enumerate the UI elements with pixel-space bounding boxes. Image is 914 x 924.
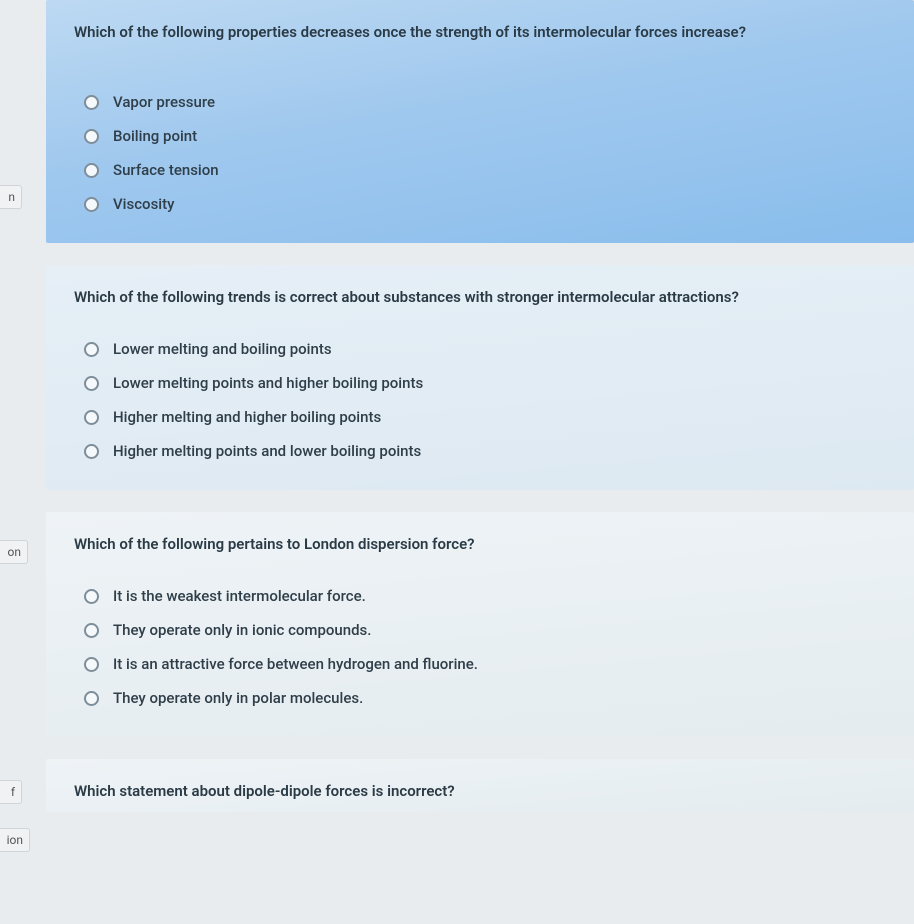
question-prompt: Which of the following trends is correct… bbox=[74, 287, 886, 308]
radio-icon[interactable] bbox=[84, 657, 99, 672]
question-card: Which of the following trends is correct… bbox=[46, 265, 914, 490]
sidebar-tab-fragment[interactable]: f bbox=[0, 780, 22, 804]
quiz-content: Which of the following properties decrea… bbox=[46, 0, 914, 834]
option-row[interactable]: Lower melting and boiling points bbox=[84, 336, 886, 362]
options-group: Lower melting and boiling points Lower m… bbox=[74, 336, 886, 464]
option-row[interactable]: Surface tension bbox=[84, 157, 886, 183]
option-row[interactable]: It is an attractive force between hydrog… bbox=[84, 651, 886, 677]
radio-icon[interactable] bbox=[84, 129, 99, 144]
radio-icon[interactable] bbox=[84, 410, 99, 425]
option-label: Higher melting and higher boiling points bbox=[113, 408, 381, 426]
sidebar-tab-fragment[interactable]: ion bbox=[0, 828, 30, 852]
radio-icon[interactable] bbox=[84, 691, 99, 706]
radio-icon[interactable] bbox=[84, 163, 99, 178]
radio-icon[interactable] bbox=[84, 623, 99, 638]
option-label: Lower melting and boiling points bbox=[113, 340, 332, 358]
option-label: Surface tension bbox=[113, 161, 219, 179]
sidebar-tab-fragment[interactable]: on bbox=[0, 540, 28, 564]
option-row[interactable]: Higher melting points and lower boiling … bbox=[84, 438, 886, 464]
question-prompt: Which of the following properties decrea… bbox=[74, 22, 886, 43]
sidebar-tab-fragment[interactable]: n bbox=[0, 185, 22, 209]
radio-icon[interactable] bbox=[84, 376, 99, 391]
question-prompt: Which of the following pertains to Londo… bbox=[74, 534, 886, 555]
option-label: Higher melting points and lower boiling … bbox=[113, 442, 421, 460]
question-card: Which of the following pertains to Londo… bbox=[46, 512, 914, 737]
option-label: It is an attractive force between hydrog… bbox=[113, 655, 478, 673]
options-group: It is the weakest intermolecular force. … bbox=[74, 583, 886, 711]
option-label: Vapor pressure bbox=[113, 93, 215, 111]
option-label: They operate only in polar molecules. bbox=[113, 689, 363, 707]
question-prompt: Which statement about dipole-dipole forc… bbox=[74, 781, 886, 802]
option-row[interactable]: Lower melting points and higher boiling … bbox=[84, 370, 886, 396]
option-label: They operate only in ionic compounds. bbox=[113, 621, 371, 639]
radio-icon[interactable] bbox=[84, 342, 99, 357]
radio-icon[interactable] bbox=[84, 444, 99, 459]
option-row[interactable]: It is the weakest intermolecular force. bbox=[84, 583, 886, 609]
radio-icon[interactable] bbox=[84, 95, 99, 110]
option-label: Lower melting points and higher boiling … bbox=[113, 374, 423, 392]
option-row[interactable]: Boiling point bbox=[84, 123, 886, 149]
option-row[interactable]: Higher melting and higher boiling points bbox=[84, 404, 886, 430]
option-label: It is the weakest intermolecular force. bbox=[113, 587, 366, 605]
radio-icon[interactable] bbox=[84, 197, 99, 212]
options-group: Vapor pressure Boiling point Surface ten… bbox=[74, 89, 886, 217]
option-label: Viscosity bbox=[113, 195, 174, 213]
option-row[interactable]: Viscosity bbox=[84, 191, 886, 217]
option-row[interactable]: Vapor pressure bbox=[84, 89, 886, 115]
question-card: Which statement about dipole-dipole forc… bbox=[46, 759, 914, 812]
option-label: Boiling point bbox=[113, 127, 197, 145]
option-row[interactable]: They operate only in ionic compounds. bbox=[84, 617, 886, 643]
question-card: Which of the following properties decrea… bbox=[46, 0, 914, 243]
option-row[interactable]: They operate only in polar molecules. bbox=[84, 685, 886, 711]
radio-icon[interactable] bbox=[84, 589, 99, 604]
